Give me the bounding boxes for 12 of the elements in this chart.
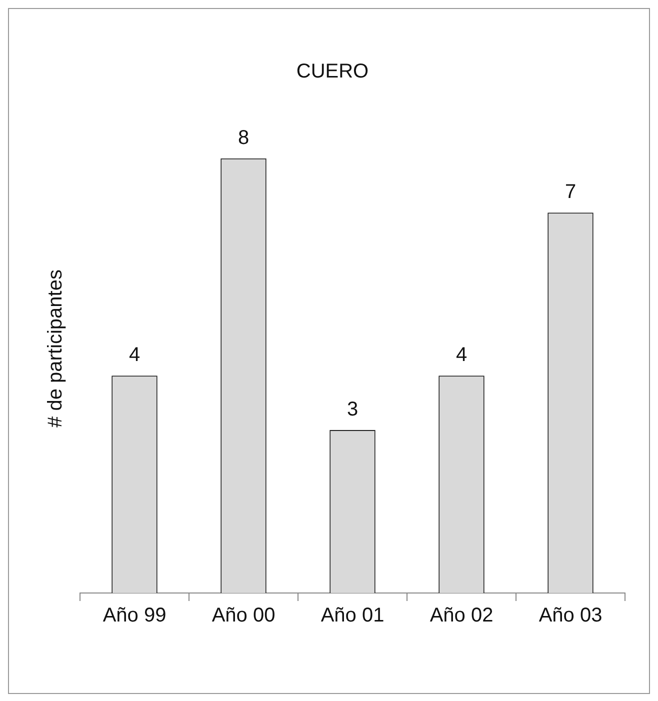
data-label: 7 [564, 181, 576, 204]
x-tick-label: Año 03 [538, 604, 602, 627]
x-tick-label: Año 00 [212, 604, 276, 627]
y-axis-title: # de participantes [44, 270, 67, 428]
x-tick-label: Año 01 [320, 604, 384, 627]
data-label: 8 [238, 126, 250, 149]
data-label: 4 [456, 344, 468, 366]
data-label: 4 [128, 344, 140, 366]
x-tick-label: Año 99 [102, 604, 166, 627]
x-tick-label: Año 02 [430, 604, 494, 627]
data-label: 3 [346, 398, 358, 421]
chart-title: CUERO [296, 60, 369, 83]
